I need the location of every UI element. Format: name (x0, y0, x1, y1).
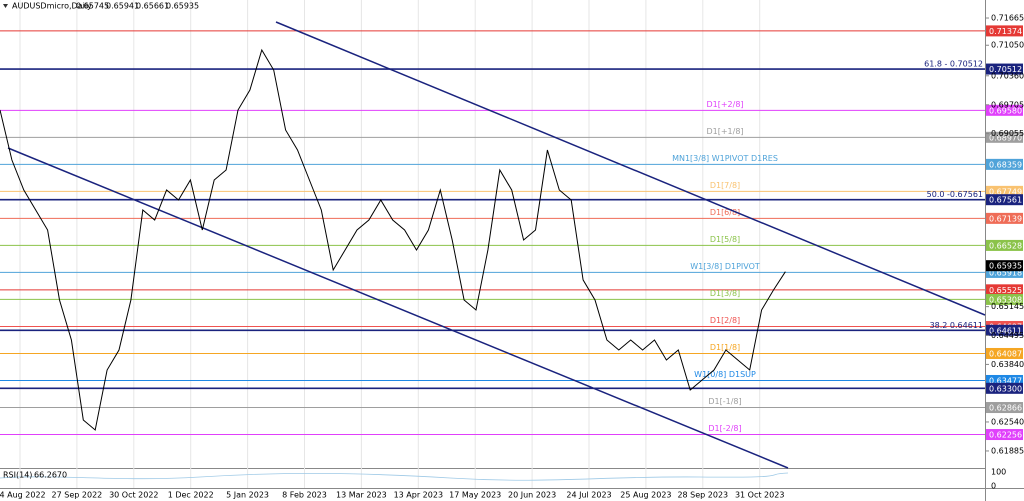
y-tick-label: 0.61885 (991, 446, 1024, 455)
price-label: 0.65308 (989, 295, 1022, 304)
price-label-box (986, 429, 1023, 441)
price-label: 0.65525 (989, 286, 1022, 295)
y-tick-label: 0.63840 (991, 360, 1024, 369)
price-label: 0.63300 (989, 384, 1022, 393)
level-label: D1[-1/8] (708, 397, 741, 406)
y-tick-label: 0.71050 (991, 41, 1024, 50)
x-tick-label: 24 Jul 2023 (566, 491, 611, 500)
axis: 0.71665 0.71050 0.70360 0.69705 0.69055 0.651… (0, 14, 1024, 500)
level-label: D1[+1/8] (706, 127, 743, 136)
rsi-tick-label: 100 (991, 468, 1006, 477)
y-tick-label: 0.65145 (991, 302, 1024, 311)
price-label: 0.64087 (989, 349, 1022, 358)
y-tick-label: 0.69705 (991, 100, 1024, 109)
price-label-box (986, 185, 1023, 197)
y-tick-label: 0.62540 (991, 417, 1024, 426)
rsi-line (0, 472, 789, 481)
price-label: 0.67139 (989, 214, 1022, 223)
price-label-box (986, 347, 1023, 359)
x-tick-label: 17 May 2023 (449, 491, 501, 500)
level-label: W1[3/8] D1PIVOT (690, 262, 760, 271)
level-label: W1[0/8] D1SUP (694, 370, 756, 379)
fib-label: 61.8 - 0.70512 (924, 60, 983, 69)
level-label: MN1[3/8] W1PIVOT D1RES (672, 154, 778, 163)
y-tick-label: 0.69055 (991, 129, 1024, 138)
price-label-box (986, 212, 1023, 224)
price-label-box (986, 382, 1023, 394)
level-label: D1[5/8] (710, 235, 740, 244)
ohlc-low: 0.65661 (136, 2, 169, 11)
level-label: D1[-2/8] (708, 424, 741, 433)
price-label: 0.71374 (989, 27, 1022, 36)
price-label: 0.68970 (989, 133, 1022, 142)
symbol: AUDUSDmicro,Daily (12, 2, 92, 11)
price-label: 0.69580 (989, 106, 1022, 115)
level-label: D1[1/8] (710, 343, 740, 352)
level-label: D1[+2/8] (706, 100, 743, 109)
level-label: D1[7/8] (710, 181, 740, 190)
price-label: 0.62256 (989, 431, 1022, 440)
x-tick-label: 5 Jan 2023 (226, 491, 269, 500)
x-tick-label: 30 Oct 2022 (109, 491, 158, 500)
price-label: 0.66528 (989, 241, 1022, 250)
x-tick-label: 20 Jun 2023 (508, 491, 556, 500)
levels: 0.71374 0.70512 61.8 - 0.70512 0.69580 D1[+2… (0, 25, 1023, 441)
level-label: D1[2/8] (710, 316, 740, 325)
price-label: 0.68359 (989, 160, 1022, 169)
price-label: 0.67749 (989, 187, 1022, 196)
x-tick-label: 28 Sep 2023 (677, 491, 728, 500)
price-label-box (986, 194, 1023, 206)
x-tick-label: 8 Feb 2023 (282, 491, 327, 500)
level-label: D1[3/8] (710, 289, 740, 298)
price-label-box (986, 293, 1023, 305)
x-tick-label: 27 Sep 2022 (52, 491, 103, 500)
price-label-box (986, 266, 1023, 278)
fib-label: 50.0 -0.67561 (927, 190, 983, 199)
x-tick-label: 1 Dec 2022 (168, 491, 214, 500)
x-tick-label: 25 Aug 2023 (620, 491, 671, 500)
rsi-name: RSI(14) (3, 471, 32, 480)
price-label: 0.63477 (989, 376, 1022, 385)
price-label-box (986, 131, 1023, 143)
price-plot (0, 48, 786, 431)
price-label: 0.70512 (989, 65, 1022, 74)
y-tick-label: 0.70360 (991, 71, 1024, 80)
price-label-box (986, 239, 1023, 251)
price-label-box (986, 284, 1023, 296)
ohlc-close: 0.65935 (166, 2, 199, 11)
x-tick-label: 13 Apr 2023 (394, 491, 443, 500)
price-label: 0.64611 (989, 326, 1022, 335)
price-label-box (986, 63, 1023, 75)
price-line (0, 48, 786, 431)
current-price: 0.65935 (989, 262, 1022, 271)
price-label: 0.67561 (989, 196, 1022, 205)
ohlc-open: 0.65745 (76, 2, 109, 11)
price-label-box (986, 374, 1023, 386)
trend-line (275, 21, 986, 316)
y-tick-label: 0.64495 (991, 331, 1024, 340)
trend-line (7, 147, 789, 469)
price-label-box (986, 402, 1023, 414)
current-price-box (986, 260, 1023, 272)
price-label: 0.65918 (989, 268, 1022, 277)
fib-label: 38.2 0.64611 (930, 321, 983, 330)
level-label: D1[6/8] (710, 208, 740, 217)
x-tick-label: 31 Oct 2023 (735, 491, 784, 500)
rsi-tick-label: 0 (991, 482, 996, 491)
price-label-box (986, 104, 1023, 116)
x-tick-label: 24 Aug 2022 (0, 491, 46, 500)
ohlc-high: 0.65941 (106, 2, 139, 11)
rsi-value: 66.2670 (34, 471, 67, 480)
y-tick-label: 0.71665 (991, 14, 1024, 23)
menu-arrow[interactable] (3, 4, 8, 8)
price-label: 0.62866 (989, 404, 1022, 413)
price-label-box (986, 25, 1023, 37)
x-tick-label: 13 Mar 2023 (336, 491, 387, 500)
price-label-box (986, 324, 1023, 336)
price-label-box (986, 158, 1023, 170)
